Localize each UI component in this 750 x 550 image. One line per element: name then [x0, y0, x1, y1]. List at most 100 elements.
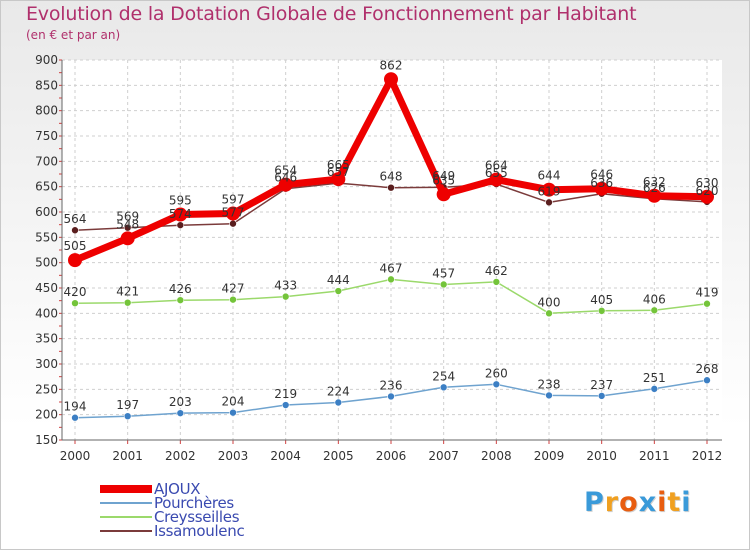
data-point-ajoux — [489, 172, 504, 187]
logo-letter: r — [604, 487, 620, 518]
data-label-pourcheres: 219 — [274, 387, 297, 401]
data-point-ajoux — [278, 177, 293, 192]
data-label-issamoulenc: 620 — [696, 184, 719, 198]
y-tick-label: 200 — [35, 408, 58, 422]
data-point-ajoux — [120, 231, 135, 246]
data-point-ajoux — [331, 172, 346, 187]
data-label-pourcheres: 260 — [485, 366, 508, 380]
data-point-ajoux — [436, 187, 451, 202]
data-label-issamoulenc: 636 — [590, 176, 613, 190]
data-point-ajoux — [68, 253, 82, 268]
data-point-pourcheres — [597, 392, 606, 400]
logo-letter: i — [657, 487, 668, 518]
data-point-pourcheres — [703, 376, 711, 385]
y-tick-label: 800 — [35, 104, 58, 118]
data-point-creysseilles — [334, 287, 343, 295]
logo-letter: o — [619, 487, 639, 518]
data-label-creysseilles: 406 — [643, 292, 666, 306]
data-label-issamoulenc: 564 — [64, 212, 87, 226]
y-tick-label: 550 — [35, 230, 58, 244]
y-tick-label: 500 — [35, 256, 58, 270]
data-point-creysseilles — [387, 275, 395, 284]
data-point-creysseilles — [545, 309, 553, 318]
data-point-creysseilles — [439, 280, 448, 289]
y-tick-label: 700 — [35, 154, 58, 168]
data-label-creysseilles: 400 — [538, 295, 561, 309]
x-tick-label: 2008 — [481, 449, 512, 463]
data-label-creysseilles: 433 — [274, 279, 297, 293]
data-point-pourcheres — [334, 398, 343, 407]
data-label-creysseilles: 444 — [327, 273, 350, 287]
data-point-issamoulenc — [123, 223, 132, 232]
data-label-issamoulenc: 569 — [116, 210, 139, 224]
data-point-issamoulenc — [176, 221, 185, 229]
legend-label-issamoulenc: Issamoulenc — [154, 522, 245, 540]
y-tick-label: 600 — [35, 205, 58, 219]
y-tick-label: 300 — [35, 357, 58, 371]
data-label-ajoux: 632 — [643, 175, 666, 189]
x-tick-label: 2010 — [586, 449, 617, 463]
data-label-ajoux: 862 — [380, 58, 403, 72]
data-point-ajoux — [542, 182, 556, 197]
data-label-issamoulenc: 626 — [643, 181, 666, 195]
x-tick-label: 2012 — [692, 449, 723, 463]
data-label-issamoulenc: 574 — [169, 207, 192, 221]
data-point-ajoux — [647, 188, 662, 203]
proxiti-logo: Proxiti — [584, 487, 692, 518]
data-point-pourcheres — [123, 412, 132, 420]
data-label-creysseilles: 419 — [696, 286, 719, 300]
chart-title: Evolution de la Dotation Globale de Fonc… — [26, 3, 637, 25]
data-label-creysseilles: 467 — [380, 261, 403, 275]
data-point-pourcheres — [176, 409, 185, 417]
x-tick-label: 2011 — [639, 449, 670, 463]
y-tick-label: 400 — [35, 306, 58, 320]
data-label-ajoux: 505 — [64, 239, 87, 253]
data-point-pourcheres — [387, 392, 395, 401]
data-label-pourcheres: 237 — [590, 378, 613, 392]
data-label-ajoux: 646 — [590, 168, 613, 182]
logo-letter: t — [667, 487, 682, 518]
legend-label-ajoux: AJOUX — [154, 480, 201, 498]
data-point-creysseilles — [123, 298, 132, 307]
data-label-ajoux: 644 — [538, 169, 561, 183]
series-lines — [68, 72, 714, 422]
data-label-creysseilles: 462 — [485, 264, 508, 278]
data-label-creysseilles: 426 — [169, 282, 192, 296]
data-label-pourcheres: 238 — [538, 377, 561, 391]
data-label-pourcheres: 194 — [64, 400, 87, 414]
data-point-creysseilles — [650, 306, 659, 315]
data-point-issamoulenc — [71, 226, 79, 235]
data-point-pourcheres — [492, 380, 501, 389]
data-label-ajoux: 635 — [432, 173, 455, 187]
data-point-issamoulenc — [545, 198, 553, 207]
data-label-ajoux: 664 — [485, 159, 508, 173]
x-tick-label: 2007 — [428, 449, 459, 463]
data-label-ajoux: 595 — [169, 194, 192, 208]
data-point-pourcheres — [545, 391, 553, 400]
data-point-creysseilles — [703, 299, 711, 308]
data-label-pourcheres: 254 — [432, 369, 455, 383]
y-tick-label: 150 — [35, 433, 58, 447]
data-label-creysseilles: 427 — [222, 282, 245, 296]
y-tick-label: 850 — [35, 78, 58, 92]
data-label-pourcheres: 204 — [222, 395, 245, 409]
x-tick-label: 2005 — [323, 449, 354, 463]
x-tick-label: 2003 — [218, 449, 249, 463]
y-tick-label: 900 — [35, 53, 58, 67]
data-point-issamoulenc — [387, 183, 395, 192]
data-point-creysseilles — [597, 306, 606, 315]
data-label-pourcheres: 224 — [327, 385, 350, 399]
data-label-pourcheres: 197 — [116, 398, 139, 412]
y-tick-label: 350 — [35, 332, 58, 346]
data-label-creysseilles: 421 — [116, 285, 139, 299]
data-label-issamoulenc: 649 — [432, 169, 455, 183]
chart-subtitle: (en € et par an) — [26, 28, 121, 42]
data-point-ajoux — [594, 181, 609, 196]
legend-swatch-pourcheres — [100, 502, 152, 504]
data-point-creysseilles — [492, 278, 501, 286]
data-point-pourcheres — [71, 413, 79, 422]
legend-swatch-creysseilles — [100, 516, 152, 518]
data-point-creysseilles — [176, 296, 185, 304]
legend-swatch-issamoulenc — [100, 530, 152, 532]
